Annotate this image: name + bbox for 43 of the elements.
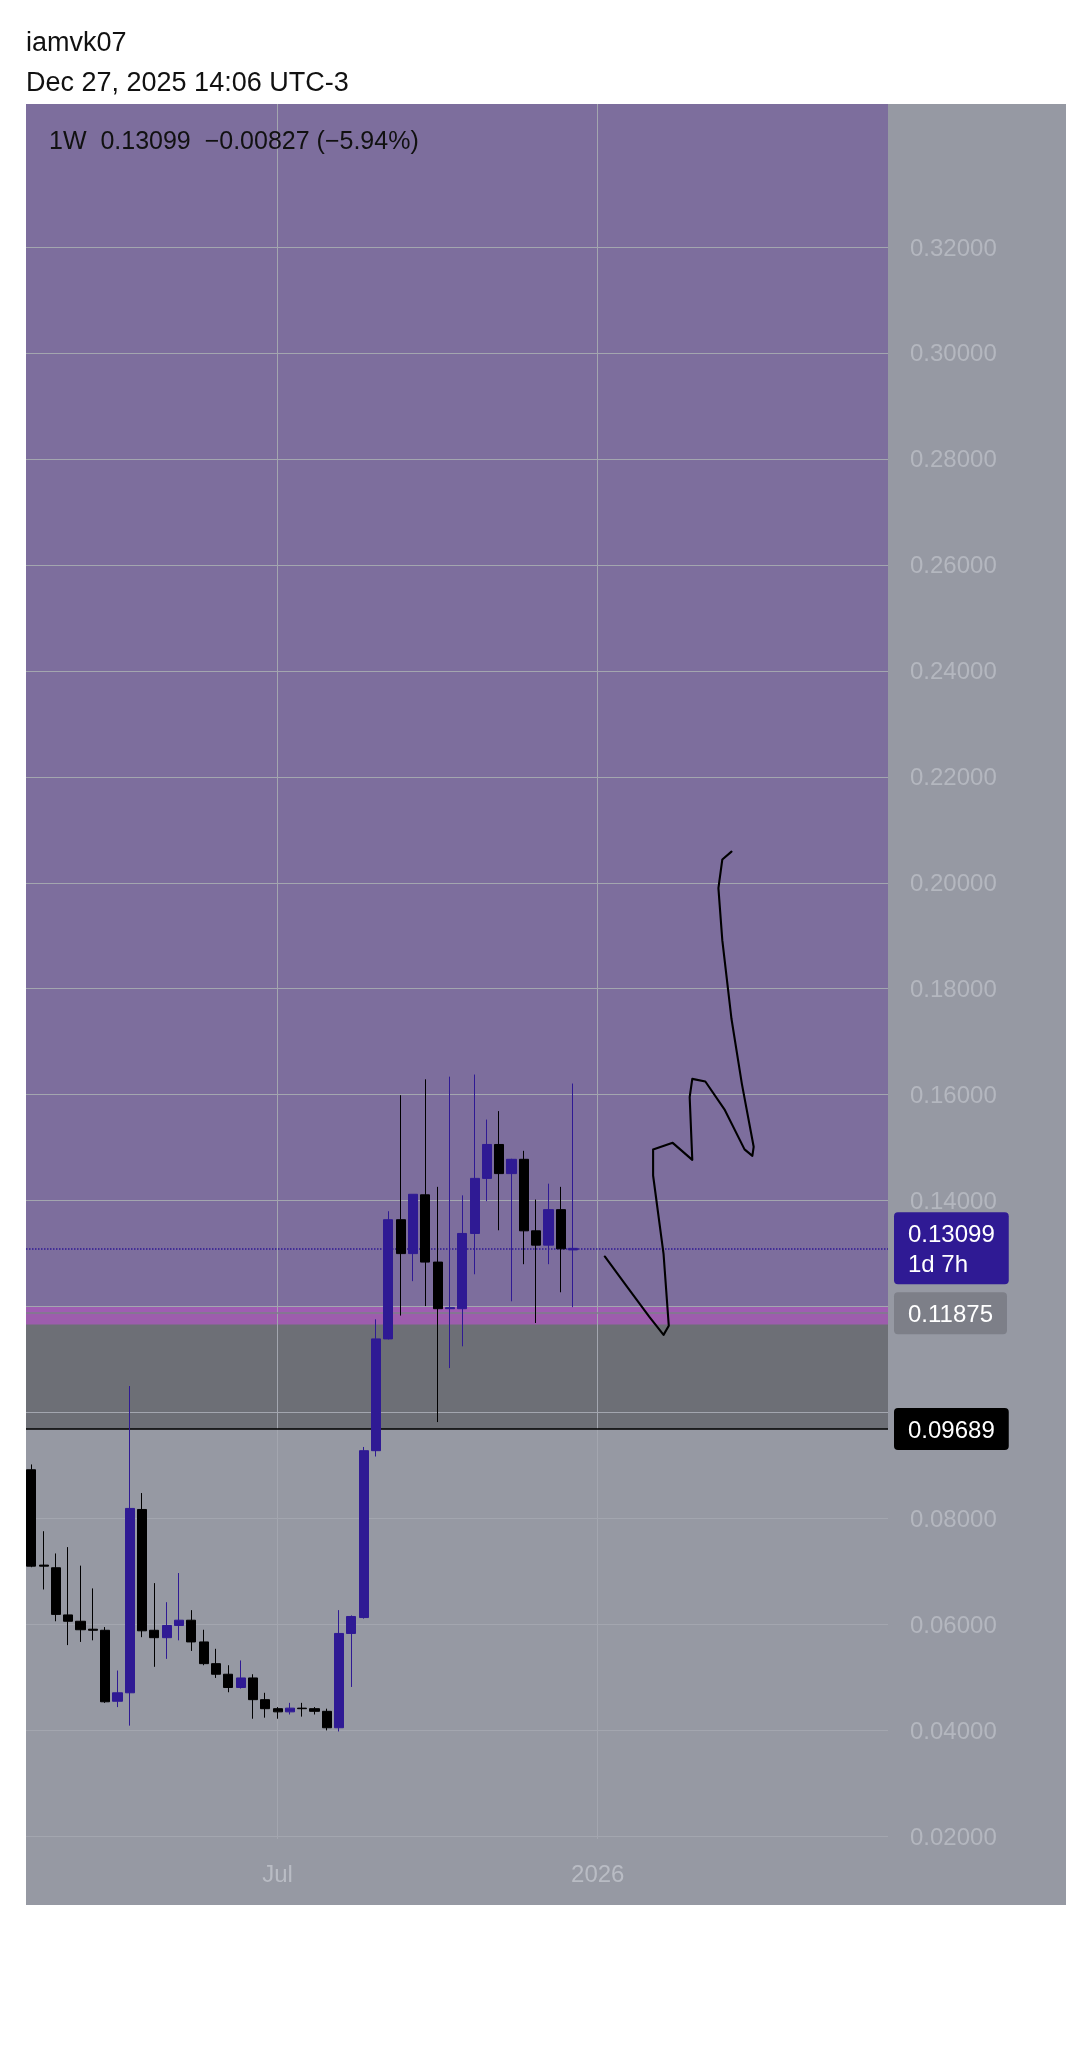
candlestick (236, 1659, 246, 1690)
candlestick (125, 1385, 135, 1727)
candlestick (494, 1110, 504, 1231)
candlestick (322, 1708, 332, 1731)
candlestick (75, 1565, 86, 1643)
candlestick (186, 1609, 196, 1652)
candlestick (223, 1664, 233, 1693)
text: Dec 27, 2025 14:06 UTC-3 (26, 66, 349, 99)
candlestick (273, 1706, 283, 1720)
candlestick (346, 1614, 356, 1688)
ref-line-label: 0.11875 (908, 1299, 993, 1327)
ref-line-label: 0.09689 (908, 1415, 995, 1443)
candlestick (556, 1186, 566, 1293)
candlestick (112, 1670, 123, 1708)
candlestick (149, 1582, 159, 1668)
candlestick (162, 1601, 172, 1660)
candlestick (39, 1530, 49, 1590)
candlestick (433, 1186, 443, 1423)
candlestick (396, 1094, 406, 1317)
candlestick (309, 1706, 320, 1715)
text: 1W 0.13099 −0.00827 (−5.94%) (49, 125, 419, 154)
candlestick (100, 1626, 110, 1704)
candlestick (531, 1199, 541, 1324)
candlestick (482, 1119, 492, 1202)
candlestick (285, 1702, 295, 1715)
candlestick (199, 1629, 209, 1666)
candlestick (174, 1572, 184, 1641)
candlestick (334, 1609, 344, 1732)
ref-line-label: 0.13099 1d 7h (908, 1219, 995, 1277)
candlestick (63, 1546, 73, 1646)
candlestick (88, 1587, 98, 1641)
candlestick (248, 1673, 258, 1720)
candlestick (519, 1150, 529, 1265)
candlestick (260, 1692, 270, 1719)
candlestick (211, 1648, 221, 1679)
candlestick (359, 1446, 369, 1620)
candlestick (420, 1078, 430, 1307)
text: iamvk07 (26, 26, 128, 59)
candlestick (26, 1463, 36, 1568)
candlestick (297, 1702, 307, 1718)
candlestick (137, 1492, 147, 1638)
candlestick (51, 1552, 61, 1622)
candlestick (371, 1318, 381, 1458)
